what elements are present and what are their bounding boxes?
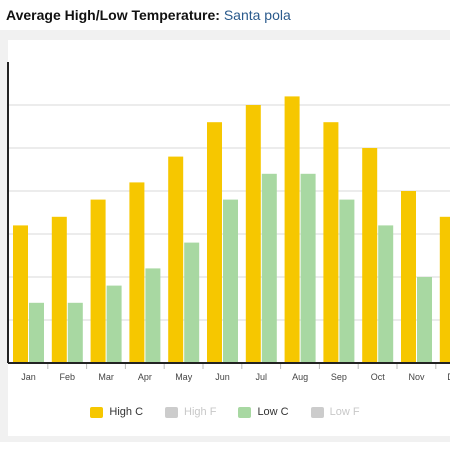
legend-item-low-f[interactable]: Low F xyxy=(310,406,360,418)
x-tick-label-feb: Feb xyxy=(60,372,76,382)
bar-high-c-jun xyxy=(207,122,222,363)
bar-high-c-mar xyxy=(90,199,106,363)
bar-high-c-oct xyxy=(362,148,378,363)
bar-low-c-jul xyxy=(261,173,277,363)
legend-swatch-low-f xyxy=(310,406,324,418)
x-tick-label-jan: Jan xyxy=(21,372,36,382)
legend-label-high-c: High C xyxy=(109,406,144,418)
location-name: Santa pola xyxy=(223,7,291,23)
legend-label-low-c: Low C xyxy=(257,406,289,418)
bar-low-c-may xyxy=(184,242,200,363)
x-tick-label-may: May xyxy=(175,372,193,382)
x-tick-label-dec: Dec xyxy=(447,372,450,382)
legend-swatch-high-c xyxy=(90,406,104,418)
x-tick-label-sep: Sep xyxy=(331,372,347,382)
bar-low-c-sep xyxy=(339,199,355,363)
page-header: Average High/Low Temperature: Santa pola xyxy=(6,5,291,25)
x-tick-label-nov: Nov xyxy=(408,372,425,382)
bar-low-c-mar xyxy=(106,285,122,363)
x-tick-label-jul: Jul xyxy=(256,372,268,382)
bar-high-c-aug xyxy=(284,96,300,364)
bar-low-c-jan xyxy=(29,302,44,363)
x-tick-label-mar: Mar xyxy=(98,372,114,382)
bar-low-c-jun xyxy=(223,199,238,363)
x-tick-label-aug: Aug xyxy=(292,372,308,382)
page-title: Average High/Low Temperature: xyxy=(6,7,220,23)
legend-item-high-c[interactable]: High C xyxy=(90,406,143,418)
chart-legend: High C High F Low C Low F xyxy=(0,400,450,424)
bar-high-c-feb xyxy=(51,216,67,363)
x-tick-label-apr: Apr xyxy=(138,372,152,382)
header-divider xyxy=(0,26,450,30)
legend-swatch-low-c xyxy=(238,406,252,418)
bar-high-c-may xyxy=(168,156,184,363)
bar-high-c-apr xyxy=(129,182,145,363)
bar-high-c-jul xyxy=(245,105,261,363)
legend-label-low-f: Low F xyxy=(329,406,360,418)
bar-high-c-jan xyxy=(13,225,28,363)
x-tick-label-jun: Jun xyxy=(215,372,230,382)
bar-high-c-sep xyxy=(323,122,339,363)
bar-high-c-dec xyxy=(439,216,450,363)
bar-low-c-oct xyxy=(378,225,394,363)
legend-item-low-c[interactable]: Low C xyxy=(238,406,289,418)
bottom-divider xyxy=(0,442,450,450)
bar-low-c-nov xyxy=(417,277,432,363)
bar-high-c-nov xyxy=(401,191,416,363)
legend-swatch-high-f xyxy=(165,406,179,418)
bar-low-c-aug xyxy=(300,173,316,363)
legend-item-high-f[interactable]: High F xyxy=(165,406,216,418)
legend-label-high-f: High F xyxy=(184,406,217,418)
x-tick-label-oct: Oct xyxy=(371,372,386,382)
bar-low-c-apr xyxy=(145,268,161,363)
bar-low-c-feb xyxy=(67,302,83,363)
